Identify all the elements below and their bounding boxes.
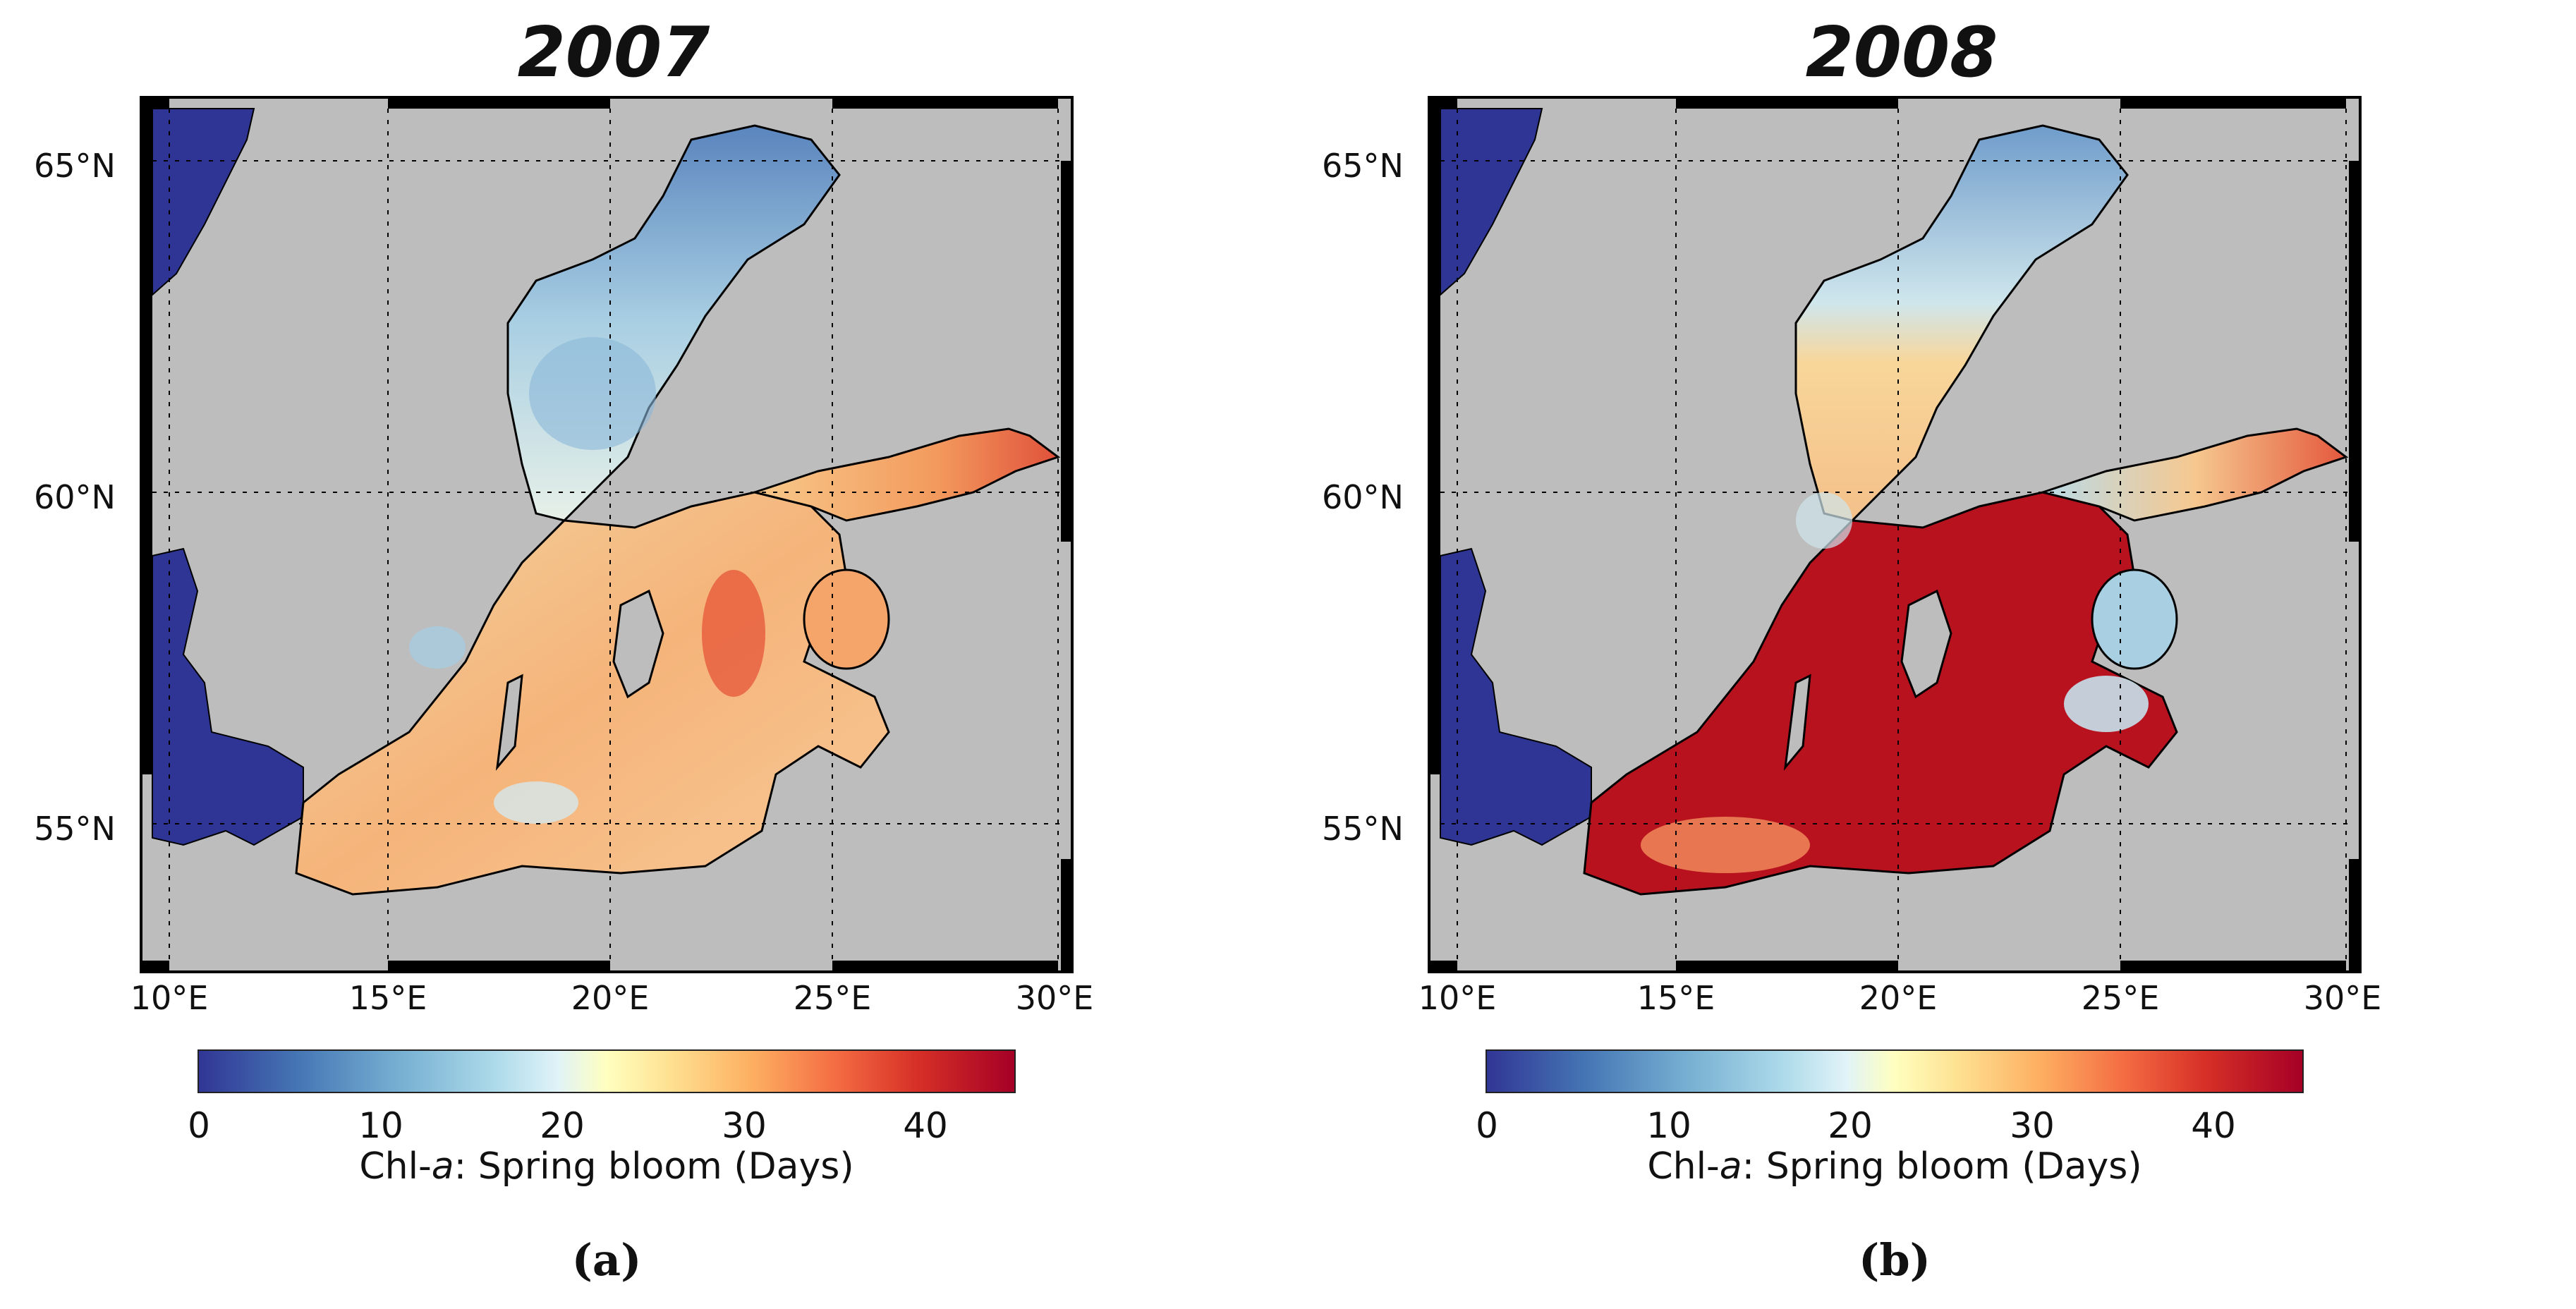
colorbar-label: Chl-a: Spring bloom (Days) [1647,1145,2142,1188]
hotspot-east [702,570,765,697]
colorbar-tick: 10 [358,1105,403,1146]
oland-island [1783,674,1811,771]
subfigure-label: (a) [571,1234,642,1286]
lon-label-30: 30°E [1015,979,1094,1017]
lon-label-10: 10°E [1418,979,1497,1017]
colorbar-tick: 30 [2010,1105,2055,1146]
gulf-of-riga [803,568,890,670]
lat-label-55: 55°N [1322,810,1404,848]
norway-land [152,108,255,297]
colorbar-tick: 30 [722,1105,767,1146]
colorbar-tick: 40 [2191,1105,2236,1146]
baltic-east-coast [2064,676,2149,732]
map-panel-2008: 2008 [1288,0,2576,1309]
lon-label-20: 20°E [1859,979,1938,1017]
patch [1796,492,1852,549]
denmark-land [152,547,304,846]
patch [529,337,656,450]
frame-ticks [141,97,1072,972]
colorbar-tick: 0 [188,1105,210,1146]
lat-label-55: 55°N [34,810,116,848]
patch [409,626,466,669]
lon-label-25: 25°E [2081,979,2160,1017]
norway-land [1440,108,1543,297]
gotland-island [612,589,664,699]
colorbar-tick: 20 [540,1105,585,1146]
denmark-land [1440,547,1592,846]
patch [1641,817,1810,873]
patch [494,781,578,824]
oland-island [495,674,523,771]
lat-label-60: 60°N [1322,478,1404,516]
lon-label-20: 20°E [571,979,650,1017]
baltic-map [140,96,1074,973]
colorbar-tick: 0 [1476,1105,1498,1146]
gulf-of-riga [2091,568,2178,670]
lon-label-15: 15°E [348,979,427,1017]
colorbar-tick: 40 [903,1105,948,1146]
panel-title: 2008 [1805,13,1998,93]
gotland-island [1900,589,1952,699]
graticule [1440,109,2349,961]
baltic-map [1428,96,2362,973]
subfigure-label: (b) [1858,1234,1931,1286]
colorbar-tick: 10 [1646,1105,1691,1146]
colorbar-label: Chl-a: Spring bloom (Days) [359,1145,854,1188]
map-panel-2007: 2007 [34,13,1094,1286]
lat-label-65: 65°N [1322,147,1404,185]
colorbar-tick: 20 [1828,1105,1873,1146]
lon-label-30: 30°E [2303,979,2382,1017]
panel-title: 2007 [517,13,710,93]
colorbar [198,1049,1016,1093]
lon-label-25: 25°E [793,979,872,1017]
frame-ticks [1429,97,2360,972]
lat-label-65: 65°N [34,147,116,185]
gulf-of-finland [751,427,1061,522]
graticule [152,109,1061,961]
lat-label-60: 60°N [34,478,116,516]
lon-label-15: 15°E [1636,979,1715,1017]
gulf-of-finland [2039,427,2349,522]
baltic-proper [1583,491,2178,896]
colorbar [1486,1049,2304,1093]
lon-label-10: 10°E [130,979,209,1017]
